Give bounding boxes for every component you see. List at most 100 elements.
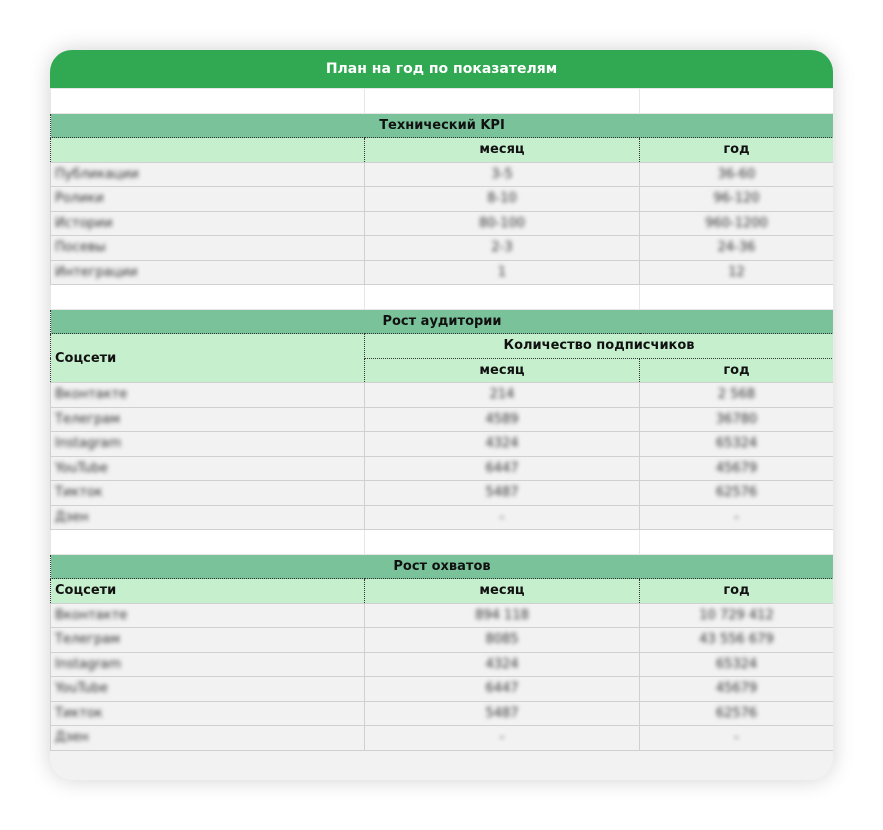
cell-text: - xyxy=(499,509,505,525)
row-name: Ролики xyxy=(50,186,365,212)
col-month: месяц xyxy=(364,137,640,163)
cell-text: Истории xyxy=(55,215,113,231)
cell-text: 6447 xyxy=(485,460,519,476)
hd: Соцсети Количество подписчиков xyxy=(50,333,833,383)
cell-text: 62576 xyxy=(715,705,758,721)
month-value: 8-10 xyxy=(364,186,640,212)
section-title: Рост охватов xyxy=(50,553,833,579)
cell-text: 24-36 xyxy=(717,240,756,256)
table-row: Instagram 4324 65324 xyxy=(50,431,833,457)
empty xyxy=(50,284,833,310)
table-row: Instagram 4324 65324 xyxy=(50,651,833,677)
cell-text: Соцсети xyxy=(55,350,117,366)
col-year: год xyxy=(639,578,833,604)
cell-text: Количество подписчиков xyxy=(503,338,695,354)
year-value: - xyxy=(639,725,833,751)
year-value: 2 568 xyxy=(639,382,833,408)
table-row: Дзен - - xyxy=(50,725,833,751)
month-value: 894 118 xyxy=(364,602,640,628)
cell-text: Рост охватов xyxy=(393,558,491,574)
year-value: 65324 xyxy=(639,651,833,677)
month-value: 4589 xyxy=(364,406,640,432)
row-name: Тикток xyxy=(50,700,365,726)
empty xyxy=(50,529,833,555)
cell-text: 3-5 xyxy=(491,166,513,182)
month-value: 3-5 xyxy=(364,161,640,187)
row-name: Instagram xyxy=(50,651,365,677)
cell-text: 2-3 xyxy=(491,240,513,256)
cell-text: Ролики xyxy=(55,191,104,207)
empty xyxy=(50,88,833,114)
cell-text: Дзен xyxy=(55,730,89,746)
row-name: Вконтакте xyxy=(50,602,365,628)
row-name: YouTube xyxy=(50,455,365,481)
cell-text: 214 xyxy=(489,387,515,403)
cell-text: 4324 xyxy=(485,436,519,452)
table-row: YouTube 6447 45679 xyxy=(50,455,833,481)
cell-text: Дзен xyxy=(55,509,89,525)
cell-text: Технический KPI xyxy=(379,117,505,133)
cell-text: 6447 xyxy=(485,681,519,697)
cell-text: 12 xyxy=(728,264,745,280)
cell-text: 960-1200 xyxy=(705,215,768,231)
cell-text: год xyxy=(723,583,750,599)
cell-text: 43 556 679 xyxy=(699,632,774,648)
year-value: 12 xyxy=(639,259,833,285)
table-row: Тикток 5487 62576 xyxy=(50,700,833,726)
month-value: 4324 xyxy=(364,431,640,457)
table-row: Тикток 5487 62576 xyxy=(50,480,833,506)
cell-text: 45679 xyxy=(715,460,758,476)
cell-text: 96-120 xyxy=(713,191,760,207)
cell-text: Instagram xyxy=(55,656,122,672)
cell-text: 8-10 xyxy=(487,191,517,207)
cell-text: Тикток xyxy=(55,485,103,501)
table-row: Публикации 3-5 36-60 xyxy=(50,161,833,187)
year-value: 62576 xyxy=(639,700,833,726)
year-value: 65324 xyxy=(639,431,833,457)
table-row: Телеграм 8085 43 556 679 xyxy=(50,627,833,653)
year-value: 960-1200 xyxy=(639,210,833,236)
cell-text: месяц xyxy=(479,142,525,158)
cell-text: Посевы xyxy=(55,240,106,256)
row-name: Телеграм xyxy=(50,627,365,653)
table-row: YouTube 6447 45679 xyxy=(50,676,833,702)
cell-text: 10 729 412 xyxy=(699,607,774,623)
month-value: - xyxy=(364,725,640,751)
table-row: Вконтакте 894 118 10 729 412 xyxy=(50,602,833,628)
row-name: YouTube xyxy=(50,676,365,702)
cell-text: Рост аудитории xyxy=(382,313,502,329)
cell-text: 36780 xyxy=(715,411,758,427)
year-value: 24-36 xyxy=(639,235,833,261)
cell-text: - xyxy=(499,730,505,746)
cell-text: 894 118 xyxy=(475,607,529,623)
cell-text: - xyxy=(734,509,739,525)
month-value: 5487 xyxy=(364,700,640,726)
cell-text: YouTube xyxy=(55,460,108,476)
cell-text: 62576 xyxy=(715,485,758,501)
cell-text: 1 xyxy=(497,264,507,280)
year-value: 45679 xyxy=(639,676,833,702)
row-name: Дзен xyxy=(50,504,365,530)
year-value: - xyxy=(639,504,833,530)
col-social: Соцсети xyxy=(50,333,365,383)
col-year: год xyxy=(639,137,833,163)
cell xyxy=(364,529,640,555)
cell-text: Телеграм xyxy=(55,632,121,648)
cell-text: 2 568 xyxy=(717,387,756,403)
cell xyxy=(639,284,833,310)
table-row: Посевы 2-3 24-36 xyxy=(50,235,833,261)
cell xyxy=(50,529,365,555)
month-value: 5487 xyxy=(364,480,640,506)
hd: месяц год xyxy=(51,357,833,383)
section-title: Технический KPI xyxy=(50,112,833,138)
table-row: Истории 80-100 960-1200 xyxy=(50,210,833,236)
cell-text: месяц xyxy=(479,362,525,378)
cell xyxy=(639,529,833,555)
table-row: Дзен - - xyxy=(50,504,833,530)
cell-text: Вконтакте xyxy=(55,607,128,623)
col-subscribers: Количество подписчиков xyxy=(364,333,833,359)
year-value: 62576 xyxy=(639,480,833,506)
cell-text: 4324 xyxy=(485,656,519,672)
cell xyxy=(50,137,365,163)
col-social: Соцсети xyxy=(50,578,365,604)
